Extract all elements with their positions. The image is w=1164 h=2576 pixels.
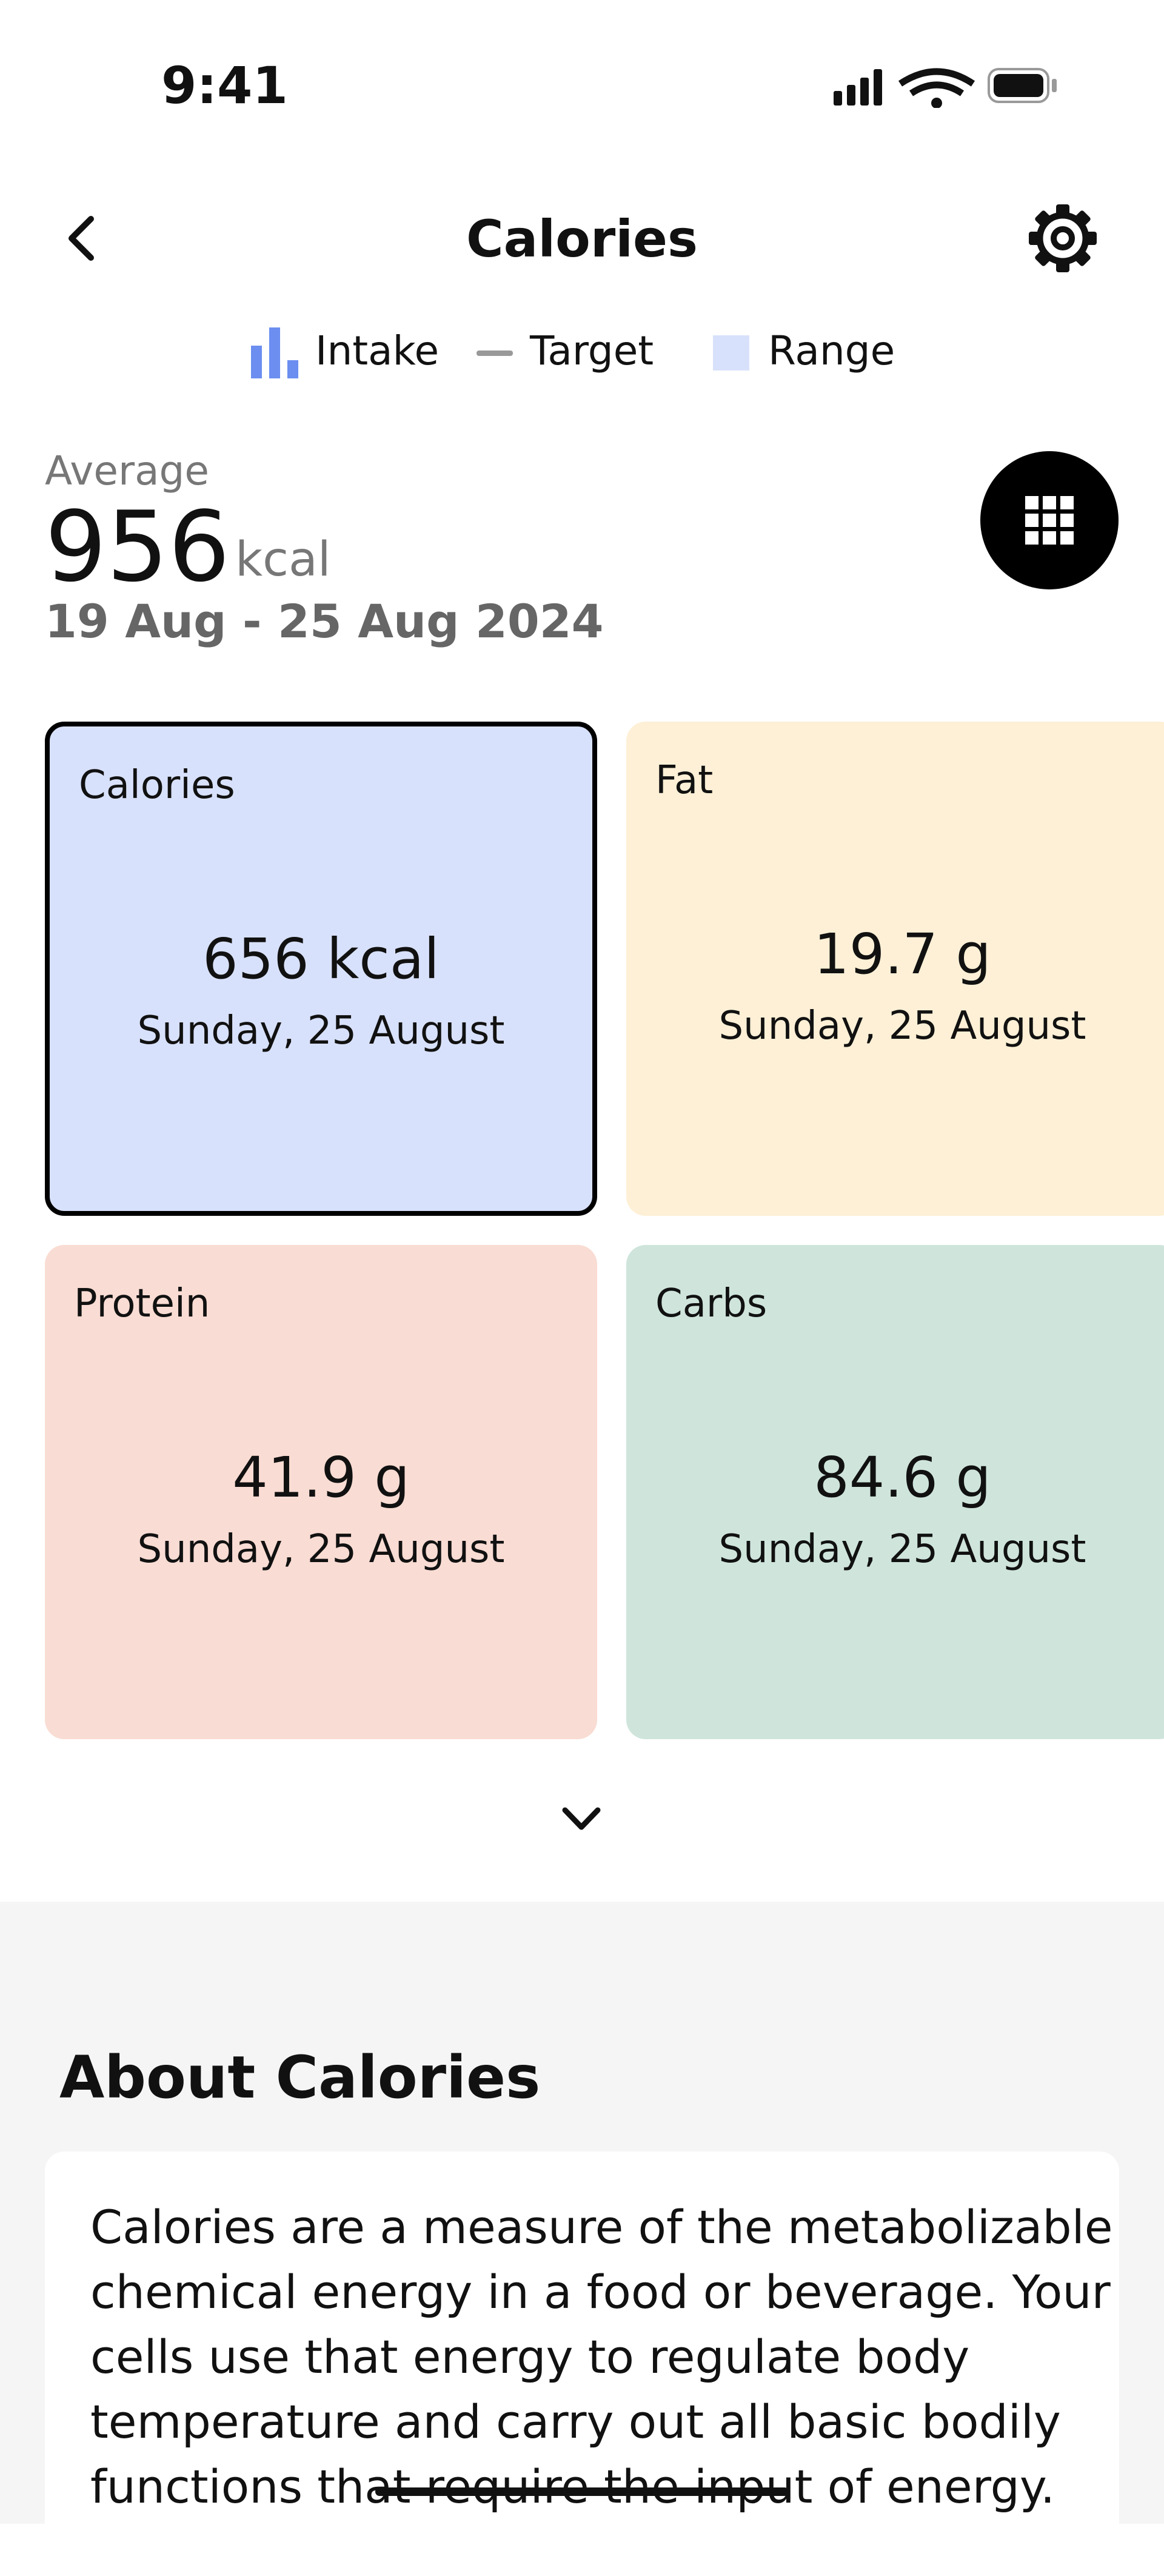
settings-button[interactable] xyxy=(1026,202,1099,275)
legend-label: Intake xyxy=(315,327,440,374)
card-label: Calories xyxy=(79,763,235,808)
about-text-line: Calories are a measure of the metaboliza… xyxy=(90,2200,1113,2254)
legend-label: Range xyxy=(768,327,895,374)
about-card xyxy=(45,2152,1119,2576)
intake-legend-icon xyxy=(251,327,298,378)
page-title: Calories xyxy=(466,209,698,269)
about-title: About Calories xyxy=(59,2044,541,2111)
back-button[interactable] xyxy=(61,214,103,263)
metric-card[interactable]: Protein 41.9 g Sunday, 25 August xyxy=(45,1245,597,1739)
metric-card[interactable]: Calories 656 kcal Sunday, 25 August xyxy=(45,722,597,1216)
screen: 9:41 Calories Intake Target Range Averag… xyxy=(45,56,1164,2514)
card-value: 656 kcal xyxy=(202,927,440,991)
summary-value: 956 xyxy=(45,490,230,603)
about-text-line: cells use that energy to regulate body xyxy=(90,2330,970,2384)
range-legend-icon xyxy=(713,335,749,371)
date-range: 19 Aug - 25 Aug 2024 xyxy=(45,594,604,648)
about-text-line: functions that require the input of ener… xyxy=(90,2460,1055,2514)
metric-card[interactable]: Fat 19.7 g Sunday, 25 August xyxy=(626,722,1164,1216)
card-date: Sunday, 25 August xyxy=(137,1527,505,1572)
card-label: Fat xyxy=(655,758,714,803)
expand-button[interactable] xyxy=(560,1804,603,1834)
card-date: Sunday, 25 August xyxy=(137,1008,505,1053)
home-indicator xyxy=(375,2487,789,2496)
card-date: Sunday, 25 August xyxy=(718,1527,1086,1572)
about-text-line: chemical energy in a food or beverage. Y… xyxy=(90,2265,1111,2319)
metric-card[interactable]: Carbs 84.6 g Sunday, 25 August xyxy=(626,1245,1164,1739)
grid-view-button[interactable] xyxy=(980,451,1119,589)
card-date: Sunday, 25 August xyxy=(718,1004,1086,1048)
target-legend-icon xyxy=(477,351,513,356)
card-label: Carbs xyxy=(655,1281,768,1326)
summary-unit: kcal xyxy=(235,532,331,587)
summary-label: Average xyxy=(45,448,210,494)
card-label: Protein xyxy=(74,1281,210,1326)
status-time: 9:41 xyxy=(161,56,288,115)
card-value: 19.7 g xyxy=(814,922,991,987)
status-icons xyxy=(834,68,1057,108)
card-value: 41.9 g xyxy=(232,1445,410,1510)
card-value: 84.6 g xyxy=(814,1445,991,1510)
about-text-line: temperature and carry out all basic bodi… xyxy=(90,2395,1061,2449)
legend-label: Target xyxy=(530,327,654,374)
